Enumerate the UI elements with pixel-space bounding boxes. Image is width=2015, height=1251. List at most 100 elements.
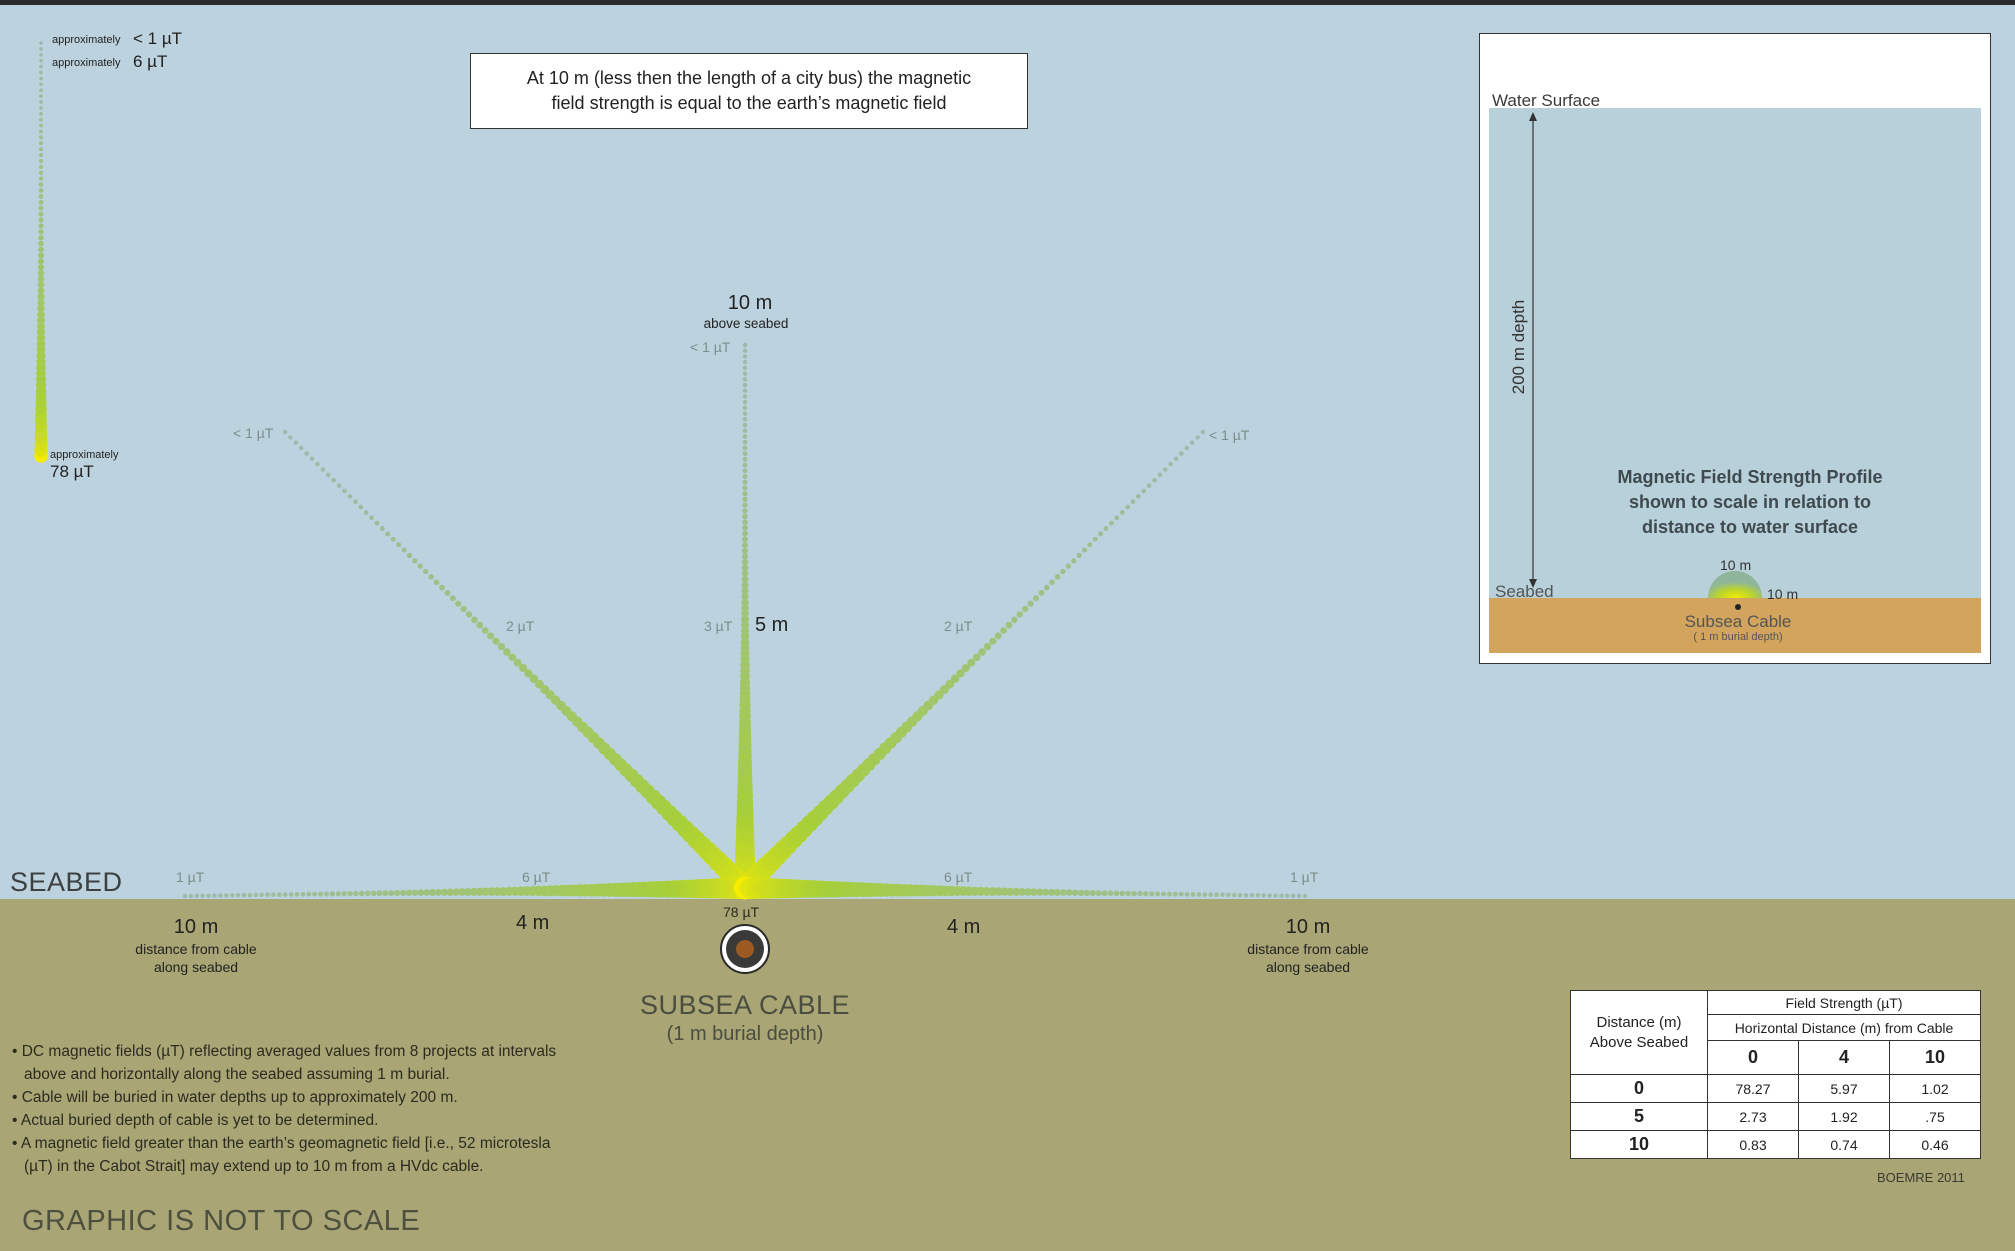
field-dot-seabed-right: [1220, 893, 1225, 898]
field-dot-diagonal-left: [493, 638, 500, 645]
field-dot-diagonal-left: [294, 441, 298, 445]
field-dot-diagonal-left: [310, 457, 314, 461]
field-dot-vertical: [743, 383, 747, 387]
field-dot-vertical: [742, 536, 748, 542]
field-dot-vertical: [743, 411, 748, 416]
field-dot-diagonal-left: [385, 531, 390, 536]
field-dot-diagonal-left: [476, 622, 483, 629]
legend-bottom-value: 78 µT: [50, 462, 94, 482]
field-dot-seabed-left: [206, 894, 210, 898]
inset-cable-label: Subsea Cable: [1654, 612, 1822, 632]
field-dot-seabed-right: [1232, 893, 1237, 898]
field-dot-seabed-right: [1179, 892, 1184, 897]
field-dot-seabed-right: [1108, 890, 1114, 896]
seabed-label: SEABED: [10, 867, 123, 898]
field-dot-diagonal-right: [1033, 595, 1039, 601]
field-dot-seabed-left: [259, 893, 264, 898]
field-dot-seabed-right: [1125, 891, 1131, 897]
field-dot-diagonal-right: [1011, 617, 1018, 624]
field-dot-diagonal-left: [407, 553, 412, 558]
table-col-header: 10: [1890, 1041, 1981, 1075]
field-dot-seabed-right: [1066, 889, 1073, 896]
field-dot-seabed-right: [1173, 892, 1178, 897]
field-dot-vertical: [742, 502, 747, 507]
field-dot-diagonal-left: [299, 446, 303, 450]
legend-dot: [39, 182, 44, 187]
field-dot-diagonal-right: [1017, 611, 1023, 617]
field-dot-seabed-right: [1261, 893, 1265, 897]
table-col-header: 4: [1799, 1041, 1890, 1075]
legend-dot: [38, 241, 44, 247]
legend-dot: [39, 41, 43, 45]
field-dot-seabed-right: [1137, 891, 1142, 896]
field-dot-seabed-right: [1167, 892, 1172, 897]
table-row: 0 78.27 5.97 1.02: [1571, 1075, 1981, 1103]
field-dot-vertical: [742, 508, 747, 513]
field-dot-diagonal-left: [288, 435, 292, 439]
field-dot-diagonal-right: [1185, 446, 1189, 450]
table-row: 10 0.83 0.74 0.46: [1571, 1131, 1981, 1159]
field-dot-seabed-right: [1256, 893, 1260, 897]
diagonal-left-mid-value: 2 µT: [506, 618, 534, 634]
field-dot-diagonal-right: [1000, 627, 1007, 634]
field-dot-vertical: [742, 480, 747, 485]
field-dot-seabed-left: [212, 893, 216, 897]
seabed-near-right-value: 6 µT: [944, 869, 972, 885]
field-dot-seabed-left: [412, 889, 419, 896]
field-dot-diagonal-right: [1104, 526, 1109, 531]
inset-seabed-label: Seabed: [1495, 582, 1554, 602]
diagonal-left-top-value: < 1 µT: [233, 425, 273, 441]
field-dot-vertical: [742, 497, 747, 502]
callout-line-2: field strength is equal to the earth’s m…: [471, 91, 1027, 116]
field-dot-vertical: [743, 446, 748, 451]
legend-dot: [39, 130, 43, 134]
field-dot-vertical: [743, 354, 747, 358]
field-dot-diagonal-left: [460, 606, 466, 612]
field-dot-seabed-right: [1119, 891, 1125, 897]
field-dot-seabed-right: [1297, 894, 1301, 898]
cable-title: SUBSEA CABLE: [620, 990, 870, 1021]
field-dot-diagonal-left: [326, 473, 330, 477]
field-dot-diagonal-right: [1201, 430, 1205, 434]
field-dot-seabed-left: [277, 892, 282, 897]
field-dot-vertical: [743, 371, 747, 375]
field-dot-diagonal-right: [1147, 483, 1152, 488]
table-cell: 0.46: [1890, 1131, 1981, 1159]
field-dot-seabed-left: [306, 892, 311, 897]
field-dot-diagonal-right: [1060, 569, 1065, 574]
field-dot-diagonal-right: [1158, 473, 1162, 477]
field-dot-seabed-left: [406, 890, 412, 896]
field-dot-diagonal-right: [1152, 478, 1156, 482]
legend-dot: [39, 82, 43, 86]
field-dot-diagonal-right: [1179, 451, 1183, 455]
legend-dot: [39, 200, 44, 205]
distance-left-far-caption-2: along seabed: [116, 959, 276, 975]
field-dot-diagonal-right: [1141, 489, 1146, 494]
legend-dot: [38, 252, 44, 258]
field-dot-vertical: [743, 474, 748, 479]
field-dot-diagonal-left: [487, 632, 494, 639]
legend-dot: [38, 223, 43, 228]
table-row-header: Distance (m) Above Seabed: [1571, 991, 1708, 1075]
vertical-top-distance: 10 m: [700, 292, 800, 315]
field-dot-diagonal-left: [434, 579, 440, 585]
not-to-scale-label: GRAPHIC IS NOT TO SCALE: [22, 1205, 420, 1238]
legend-dot: [39, 59, 43, 63]
legend-dot: [37, 293, 44, 300]
field-dot-diagonal-right: [1038, 590, 1044, 596]
field-dot-diagonal-left: [321, 467, 325, 471]
table-cell: 1.02: [1890, 1075, 1981, 1103]
legend-dot: [39, 188, 44, 193]
field-dot-seabed-left: [312, 892, 317, 897]
legend-dot: [39, 94, 43, 98]
field-dot-vertical: [743, 468, 748, 473]
vertical-mid-value: 3 µT: [704, 618, 732, 634]
table-col-header: 0: [1708, 1041, 1799, 1075]
field-dot-vertical: [743, 457, 748, 462]
cable-title-block: SUBSEA CABLE (1 m burial depth): [620, 990, 870, 1046]
vertical-mid-distance: 5 m: [755, 614, 788, 637]
legend-dot: [38, 276, 45, 283]
field-dot-diagonal-left: [402, 547, 407, 552]
legend-dot: [39, 171, 43, 175]
legend-dot: [39, 159, 43, 163]
